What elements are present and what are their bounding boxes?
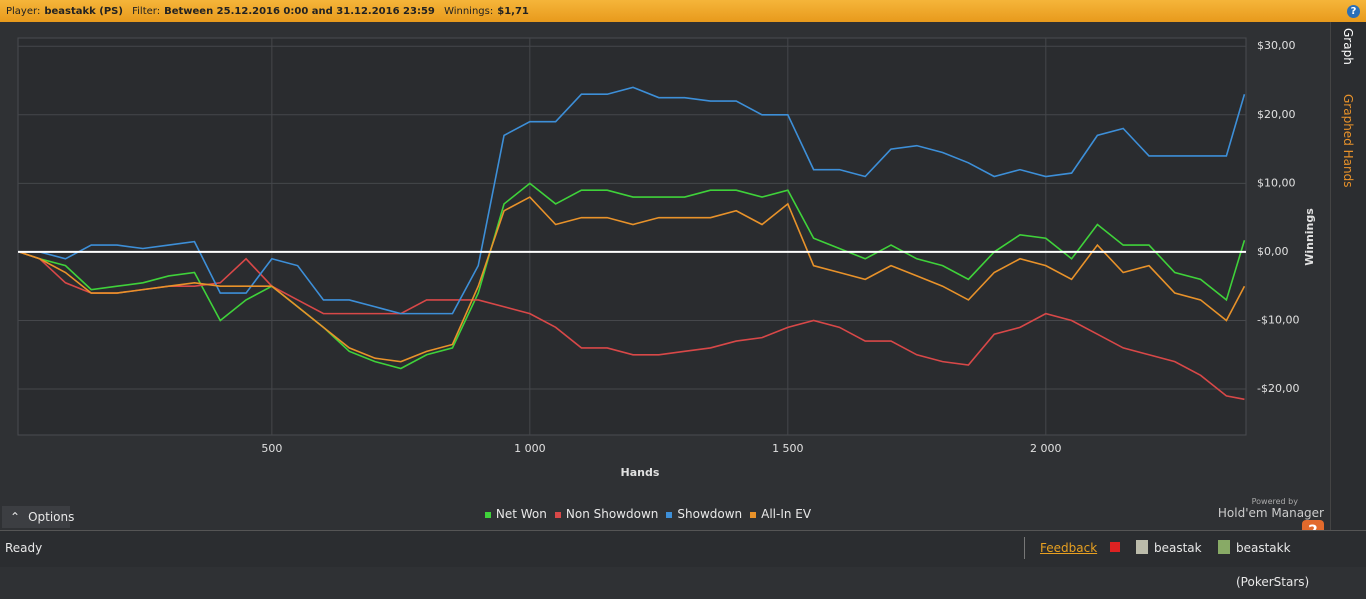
status-bar: Ready Feedback beastak beastakk (PokerSt… (0, 530, 1366, 589)
series-line (19, 86, 1246, 315)
filter: Between 25.12.2016 0:00 and 31.12.2016 2… (164, 6, 435, 17)
status: Ready (5, 541, 43, 555)
help-button[interactable]: ? (1347, 5, 1360, 18)
label: Player: (6, 6, 41, 17)
legend-item[interactable]: All-In EV (750, 507, 811, 521)
x-axis-label: Hands (621, 466, 660, 479)
y-tick-label: -$10,00 (1257, 313, 1299, 326)
legend-label: All-In EV (761, 507, 812, 521)
series-line (18, 182, 1246, 370)
flag-icon (1110, 542, 1120, 552)
legend: Net Won Non Showdown Showdown All-In EV (0, 507, 1296, 521)
plot-area (17, 37, 1247, 436)
options-button[interactable]: ⌃ Options (2, 506, 74, 528)
series-line (18, 251, 1245, 401)
y-tick-label: -$20,00 (1257, 382, 1299, 395)
separator (1024, 537, 1025, 559)
tab[interactable]: Graphed Hands (1341, 94, 1355, 188)
label: Powered by (1251, 497, 1298, 506)
y-tick-label: $0,00 (1257, 245, 1289, 258)
y-axis-label: Winnings (1303, 208, 1316, 266)
account: beastakk (PokerStars) (1236, 541, 1310, 589)
legend-label: Showdown (677, 507, 743, 521)
side-tabs: Graph Graphed Hands (1330, 22, 1366, 530)
legend-swatch (484, 511, 491, 518)
user-icon (1136, 540, 1148, 554)
legend-swatch (554, 511, 561, 518)
user: beastak (1154, 541, 1202, 555)
legend-swatch (750, 511, 757, 518)
player: beastakk (PS) (44, 6, 123, 17)
y-tick-label: $10,00 (1257, 176, 1296, 189)
x-tick-label: 2 000 (1030, 442, 1062, 455)
options-label: Options (28, 510, 75, 524)
legend-item[interactable]: Showdown (666, 507, 742, 521)
legend-label: Net Won (495, 507, 547, 521)
feedback-link[interactable]: Feedback (1040, 541, 1098, 555)
x-tick-label: 1 500 (772, 442, 804, 455)
tab[interactable]: Graph (1341, 28, 1355, 65)
legend-swatch (666, 511, 673, 518)
filter-bar: Player: beastakk (PS) Filter: Between 25.1… (0, 0, 1366, 22)
y-tick-label: $20,00 (1257, 108, 1296, 121)
account-icon (1218, 540, 1230, 554)
x-tick-label: 1 000 (514, 442, 546, 455)
legend-label: Non Showdown (565, 507, 659, 521)
y-tick-label: $30,00 (1257, 39, 1296, 52)
winnings: $1,71 (497, 6, 529, 17)
label: Filter: (132, 6, 161, 17)
series-line (18, 196, 1246, 363)
legend-item[interactable]: Net Won (484, 507, 547, 521)
label: Winnings: (444, 6, 494, 17)
legend-item[interactable]: Non Showdown (554, 507, 659, 521)
x-tick-label: 500 (261, 442, 282, 455)
product: Hold'em Manager (1217, 506, 1324, 520)
chart: Hands Winnings 500 1 000 1 500 2 000 $30,00 $… (17, 37, 1316, 479)
